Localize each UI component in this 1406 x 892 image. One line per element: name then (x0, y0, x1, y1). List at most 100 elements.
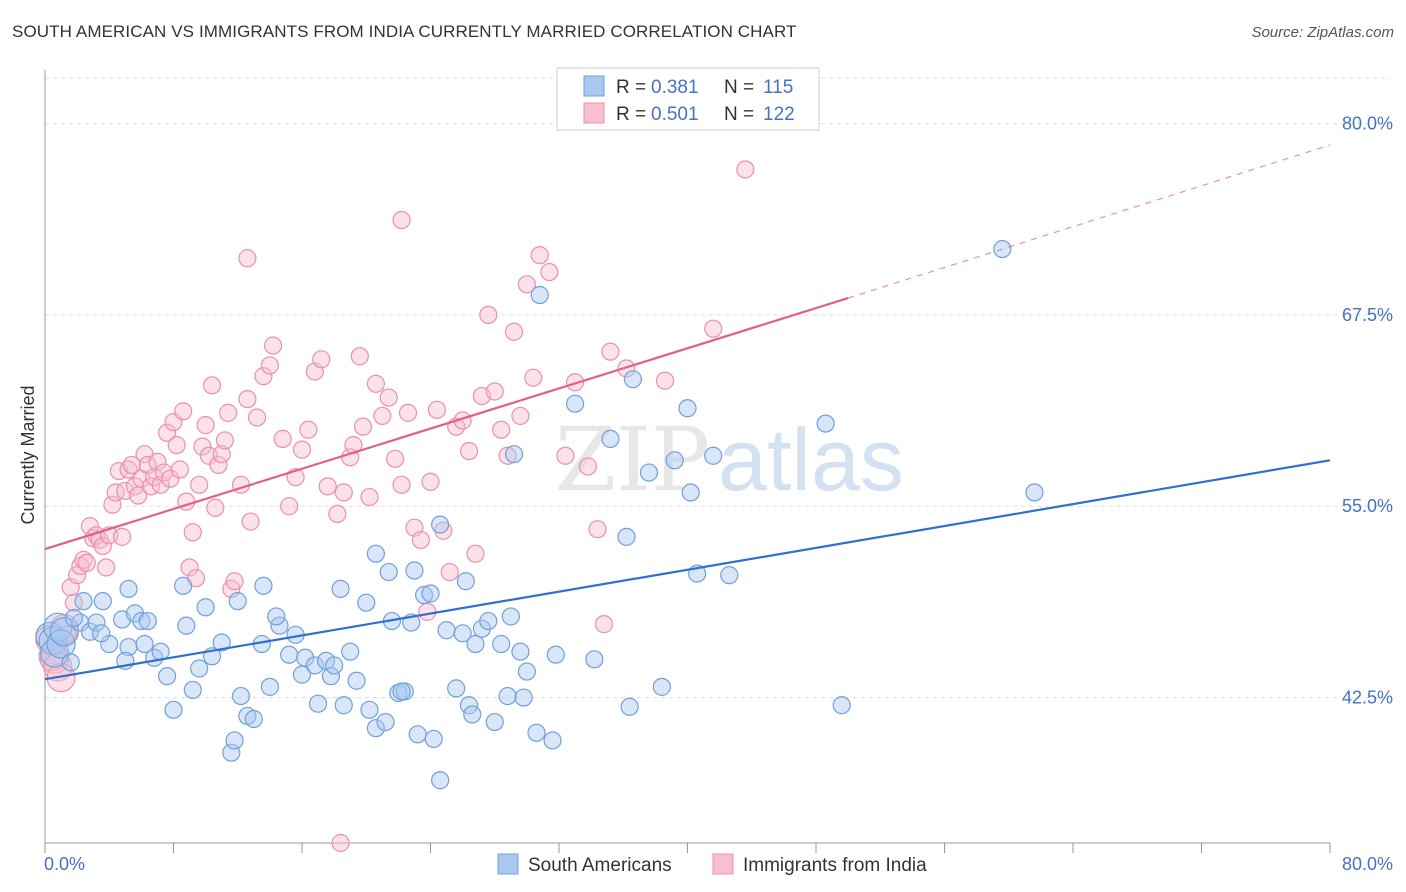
bottom-legend-swatch-pink (712, 853, 734, 875)
south-americans-point-24 (190, 659, 209, 678)
india-point-97 (466, 544, 485, 563)
south-americans-point-64 (463, 705, 482, 724)
y-axis-label: Currently Married (18, 385, 38, 524)
india-point-60 (238, 389, 257, 409)
south-americans-point-59 (431, 771, 450, 790)
india-point-110 (565, 373, 585, 392)
south-americans-point-34 (260, 677, 279, 696)
south-americans-point-23 (177, 616, 196, 635)
india-point-91 (427, 400, 447, 419)
axes (44, 70, 1331, 853)
south-americans-point-68 (485, 712, 504, 732)
south-americans-point-73 (514, 688, 533, 707)
india-point-105 (517, 275, 536, 294)
india-point-66 (273, 429, 292, 448)
trend-line-india (44, 297, 849, 551)
india-point-12 (77, 553, 96, 572)
legend-r-value-1: 0.381 (651, 77, 699, 98)
legend-swatch-pink (583, 102, 605, 124)
south-americans-point-90 (1025, 483, 1044, 502)
india-point-73 (318, 477, 337, 496)
south-americans-point-65 (466, 634, 485, 654)
south-americans-point-80 (617, 527, 636, 546)
legend-n-value-2: 122 (763, 104, 795, 125)
india-point-99 (479, 305, 498, 325)
india-point-64 (260, 356, 279, 375)
south-americans-point-86 (720, 566, 739, 585)
south-americans-point-61 (447, 679, 466, 698)
south-americans-point-39 (305, 656, 324, 675)
south-americans-point-104 (405, 561, 424, 580)
south-americans-point-106 (456, 572, 475, 591)
india-point-93 (440, 562, 459, 582)
south-americans-point-14 (119, 579, 138, 599)
south-americans-point-91 (64, 608, 84, 628)
south-americans-point-78 (565, 394, 585, 413)
south-americans-point-98 (254, 576, 273, 595)
south-americans-point-83 (678, 399, 697, 418)
watermark-zip: ZIP (555, 408, 710, 511)
south-americans-point-72 (511, 642, 530, 661)
india-point-51 (202, 376, 222, 395)
south-americans-point-8 (74, 592, 93, 611)
india-point-113 (594, 615, 614, 634)
south-americans-point-62 (453, 624, 472, 643)
india-point-40 (167, 435, 186, 455)
india-point-54 (212, 445, 231, 464)
india-point-86 (398, 403, 418, 422)
south-americans-point-47 (357, 593, 376, 612)
india-point-79 (353, 417, 373, 436)
y-tick-label-3: 80.0% (1342, 114, 1393, 134)
south-americans-point-112 (681, 483, 700, 502)
india-point-34 (148, 452, 167, 471)
south-americans-point-49 (366, 719, 385, 738)
india-point-119 (331, 833, 350, 853)
india-point-23 (112, 527, 132, 546)
south-americans-point-81 (620, 697, 639, 716)
legend-r-value-2: 0.501 (651, 104, 699, 125)
india-point-74 (328, 504, 347, 524)
india-point-89 (418, 602, 437, 621)
india-point-102 (498, 446, 517, 465)
india-point-101 (492, 420, 511, 439)
india-point-111 (578, 457, 598, 476)
south-americans-point-105 (431, 515, 450, 534)
india-point-53 (209, 455, 228, 475)
y-tick-label-0: 42.5% (1342, 688, 1393, 708)
india-point-78 (350, 347, 369, 366)
south-americans-point-4 (46, 629, 76, 659)
south-americans-point-71 (501, 607, 520, 626)
india-point-11 (74, 550, 93, 569)
india-point-58 (225, 572, 244, 591)
india-point-62 (247, 408, 267, 427)
south-americans-point-56 (414, 585, 434, 605)
south-americans-point-97 (228, 592, 247, 611)
india-point-49 (196, 416, 215, 435)
south-americans-point-5 (49, 617, 79, 647)
south-americans-point-22 (164, 700, 183, 719)
y-tick-label-1: 55.0% (1342, 496, 1393, 516)
south-americans-point-67 (479, 611, 498, 631)
india-point-44 (180, 558, 199, 577)
south-americans-point-21 (157, 667, 177, 686)
south-americans-point-16 (132, 611, 151, 631)
india-point-47 (190, 475, 209, 494)
bottom-legend-label-south-americans: South Americans (528, 855, 672, 876)
south-americans-point-96 (183, 680, 202, 700)
south-americans-point-110 (639, 463, 659, 482)
india-point-56 (219, 403, 238, 422)
south-americans-point-42 (321, 667, 341, 686)
india-point-106 (524, 368, 543, 387)
india-point-83 (379, 388, 398, 407)
south-americans-point-44 (334, 696, 353, 715)
x-tick-label-0: 0.0% (44, 854, 85, 874)
india-point-81 (366, 374, 385, 393)
south-americans-point-40 (308, 694, 328, 713)
india-point-104 (511, 406, 530, 426)
india-point-45 (183, 523, 202, 542)
trend-lines (44, 144, 1331, 681)
bottom-legend-label-india: Immigrants from India (743, 855, 927, 876)
south-americans-point-45 (341, 642, 360, 661)
south-americans-point-75 (527, 723, 546, 742)
